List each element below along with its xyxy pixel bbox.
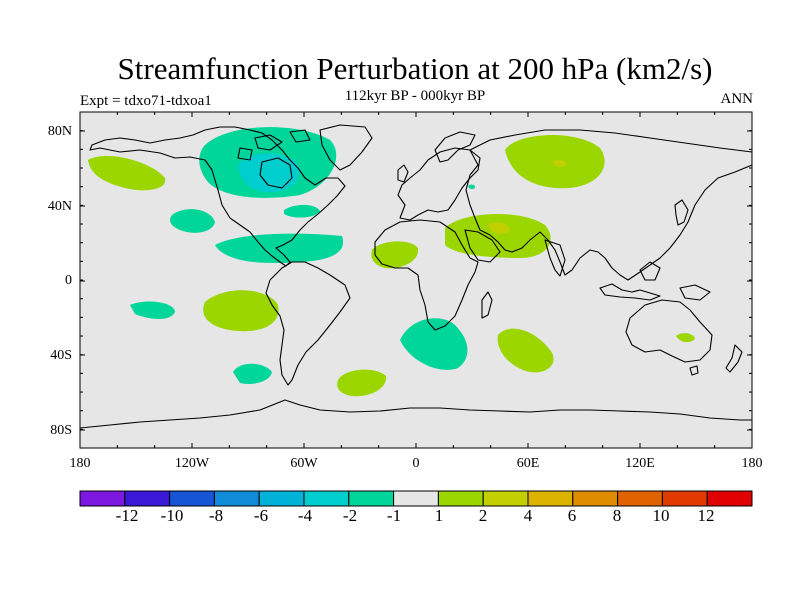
lon-label-0: 0 — [412, 456, 420, 471]
lon-label-60e: 60E — [516, 456, 540, 471]
colorbar-label: -10 — [160, 506, 184, 525]
coast-africa — [374, 219, 479, 331]
colorbar-label: -1 — [386, 506, 402, 525]
experiment-label: Expt = tdxo71-tdxoa1 — [80, 93, 212, 109]
lon-label-60w: 60W — [290, 456, 318, 471]
colorbar-label: 4 — [523, 506, 533, 525]
lon-label-180w: 180 — [69, 456, 91, 471]
colorbar-label: 2 — [478, 506, 488, 525]
coast-antarctica — [80, 399, 752, 429]
colorbar-label: -2 — [342, 506, 358, 525]
coast-new-zealand — [725, 344, 743, 373]
colorbar-box — [706, 490, 753, 507]
lat-label-80s: 80S — [50, 423, 72, 438]
colorbar-box — [482, 490, 529, 507]
coast-madagascar — [481, 291, 493, 319]
colorbar-label: 8 — [612, 506, 622, 525]
anomaly-south-pacific-high — [203, 290, 279, 332]
coast-asia — [465, 129, 752, 281]
anomaly-middle-east-core — [488, 222, 510, 235]
coast-britain — [397, 164, 409, 183]
anomaly-caribbean-low — [215, 233, 344, 264]
anomaly-atlantic-low — [284, 204, 320, 218]
colorbar-box — [348, 490, 395, 507]
axis-ticks — [79, 111, 753, 449]
colorbar-box — [572, 490, 619, 507]
anomaly-southern-ocean-high — [337, 369, 387, 397]
colorbar-label: -6 — [253, 506, 269, 525]
anomaly-west-africa-high — [371, 241, 419, 269]
anomaly-south-pacific-low — [130, 301, 175, 319]
coast-greenland — [319, 124, 373, 171]
coast-australia — [625, 299, 713, 363]
colorbar-label: -8 — [208, 506, 224, 525]
anomaly-middle-east-high — [445, 213, 551, 258]
map-frame-background — [80, 112, 752, 448]
lat-label-40s: 40S — [50, 348, 72, 363]
lat-label-40n: 40N — [47, 199, 72, 214]
colorbar-box — [437, 490, 484, 507]
coast-tasmania — [689, 365, 699, 376]
colorbar-box — [79, 490, 126, 507]
colorbar-label: -4 — [297, 506, 313, 525]
colorbar-box — [661, 490, 708, 507]
coast-japan — [674, 199, 689, 226]
anomaly-east-pacific-low — [170, 209, 215, 233]
coastlines — [80, 124, 752, 429]
anomaly-southern-ocean-low — [233, 363, 272, 384]
anomaly-australia-high — [676, 333, 695, 343]
anomaly-alaska-high — [88, 156, 166, 191]
colorbar-box — [169, 490, 215, 507]
coast-new-guinea — [679, 284, 711, 301]
coast-scandinavia — [434, 131, 476, 163]
lat-label-0: 0 — [65, 273, 72, 288]
coast-india — [544, 239, 566, 277]
colorbar-label: 10 — [652, 506, 670, 525]
colorbar-label: 12 — [697, 506, 715, 525]
coast-europe — [397, 147, 481, 221]
coast-arabia — [464, 229, 501, 263]
colorbar-box — [303, 490, 350, 507]
colorbar-box — [393, 490, 439, 507]
colorbar-box — [213, 490, 260, 507]
colorbar-box — [124, 490, 171, 507]
colorbar-box — [258, 490, 305, 507]
anomaly-canada-low-core — [238, 153, 300, 193]
anomaly-arctic-blip — [468, 184, 476, 190]
colorbar-label: 6 — [567, 506, 577, 525]
anomaly-siberia-core — [552, 159, 567, 167]
anomaly-south-atlantic-low — [400, 318, 468, 370]
anomaly-indian-ocean-high — [497, 328, 554, 373]
lon-label-120w: 120W — [174, 456, 210, 471]
lon-label-120e: 120E — [625, 456, 655, 471]
plot-title: Streamfunction Perturbation at 200 hPa (… — [117, 51, 713, 86]
coast-hudson-bay — [259, 157, 293, 189]
colorbar — [79, 490, 753, 507]
coast-arctic-islands — [237, 129, 311, 161]
plot-subtitle: 112kyr BP - 000kyr BP — [344, 88, 486, 104]
colorbar-label: -12 — [115, 506, 139, 525]
coast-indonesia — [599, 261, 661, 301]
coast-south-america — [265, 261, 351, 386]
anomaly-layer — [88, 127, 695, 397]
lat-label-80n: 80N — [47, 124, 72, 139]
season-label: ANN — [720, 91, 754, 107]
coast-north-america — [89, 126, 346, 267]
colorbar-box — [527, 490, 574, 507]
lon-label-180e: 180 — [741, 456, 763, 471]
colorbar-label: 1 — [434, 506, 444, 525]
colorbar-box — [617, 490, 663, 507]
